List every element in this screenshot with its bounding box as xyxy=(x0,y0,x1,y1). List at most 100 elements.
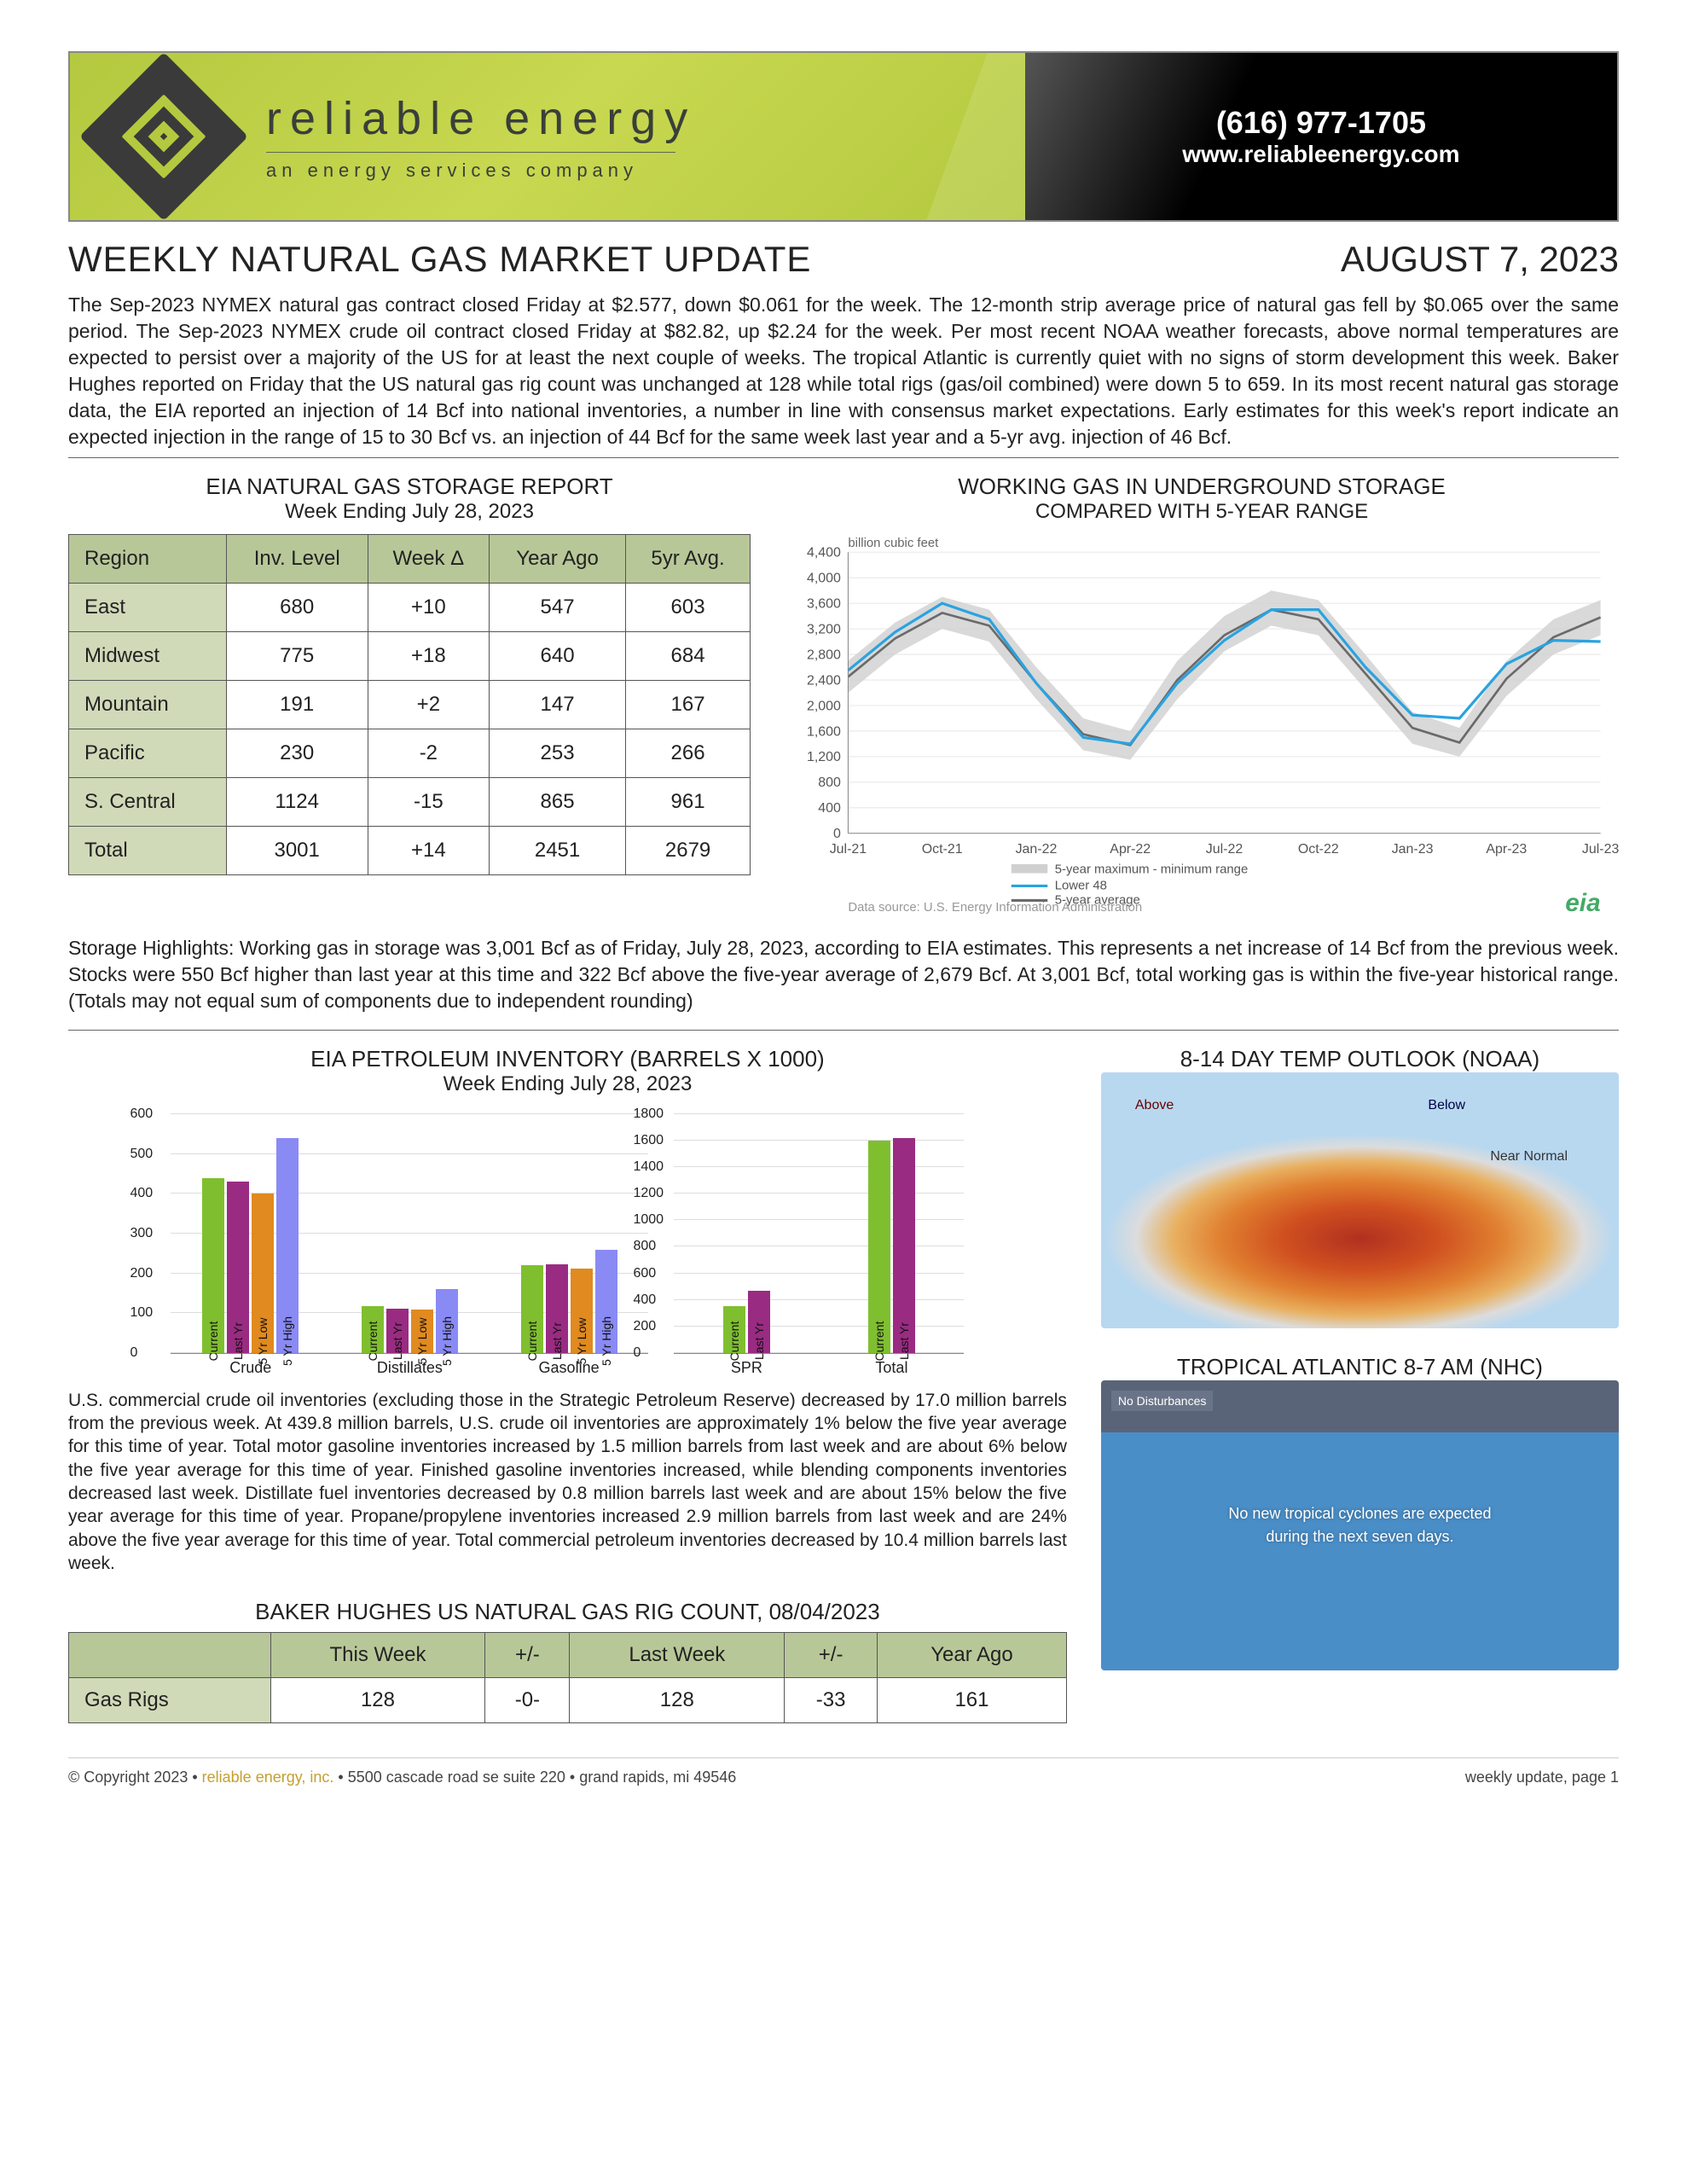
company-name: reliable energy xyxy=(266,92,696,145)
bar: Current xyxy=(362,1306,384,1353)
no-disturbances-badge: No Disturbances xyxy=(1111,1391,1214,1411)
petroleum-title: EIA PETROLEUM INVENTORY (BARRELS X 1000) xyxy=(68,1046,1067,1072)
table-row: East680+10547603 xyxy=(69,584,751,632)
svg-text:Apr-22: Apr-22 xyxy=(1110,842,1151,857)
svg-text:400: 400 xyxy=(818,801,841,816)
table-row: Total3001+1424512679 xyxy=(69,827,751,875)
storage-table-subtitle: Week Ending July 28, 2023 xyxy=(68,500,751,524)
svg-text:1,600: 1,600 xyxy=(807,725,841,740)
storage-line-chart: billion cubic feet 0 400 800 1,200 1,600 2,000… xyxy=(785,534,1619,915)
svg-text:Jan-23: Jan-23 xyxy=(1392,842,1434,857)
bar: Current xyxy=(202,1178,224,1353)
svg-text:0: 0 xyxy=(833,827,841,841)
table-row: Pacific230-2253266 xyxy=(69,729,751,778)
copyright-prefix: © Copyright 2023 • xyxy=(68,1769,202,1786)
svg-text:billion cubic feet: billion cubic feet xyxy=(849,537,940,550)
svg-text:eia: eia xyxy=(1565,889,1600,915)
petroleum-subtitle: Week Ending July 28, 2023 xyxy=(68,1072,1067,1096)
page-footer: © Copyright 2023 • reliable energy, inc.… xyxy=(68,1757,1619,1786)
svg-text:4,400: 4,400 xyxy=(807,546,841,561)
footer-address: • 5500 cascade road se suite 220 • grand… xyxy=(333,1769,736,1786)
tropical-title: TROPICAL ATLANTIC 8-7 AM (NHC) xyxy=(1101,1354,1619,1380)
bar: 5 Yr Low xyxy=(252,1194,274,1353)
svg-text:5-year maximum - minimum range: 5-year maximum - minimum range xyxy=(1055,863,1248,877)
storage-col-header: Week Δ xyxy=(368,535,489,584)
svg-text:Apr-23: Apr-23 xyxy=(1487,842,1528,857)
rig-table: This Week+/-Last Week+/-Year Ago Gas Rig… xyxy=(68,1632,1067,1723)
tropical-msg-1: No new tropical cyclones are expected xyxy=(1228,1505,1491,1523)
bar-group-label: Crude xyxy=(171,1359,330,1377)
table-row: Mountain191+2147167 xyxy=(69,681,751,729)
bar-group-label: SPR xyxy=(674,1359,819,1377)
bar-group-label: Distillates xyxy=(330,1359,490,1377)
label-above: Above xyxy=(1135,1098,1174,1113)
banner-left: reliable energy an energy services compa… xyxy=(70,53,1025,220)
storage-col-header: 5yr Avg. xyxy=(626,535,751,584)
svg-text:Jul-23: Jul-23 xyxy=(1582,842,1619,857)
rig-col-header: +/- xyxy=(785,1633,878,1678)
footer-left: © Copyright 2023 • reliable energy, inc.… xyxy=(68,1769,736,1786)
table-row: Midwest775+18640684 xyxy=(69,632,751,681)
bar-group-label: Total xyxy=(819,1359,964,1377)
svg-text:2,000: 2,000 xyxy=(807,700,841,714)
company-tagline: an energy services company xyxy=(266,160,696,182)
storage-col-header: Region xyxy=(69,535,227,584)
table-row: S. Central1124-15865961 xyxy=(69,778,751,827)
storage-col-header: Year Ago xyxy=(490,535,626,584)
svg-text:Jul-22: Jul-22 xyxy=(1206,842,1244,857)
label-below: Below xyxy=(1428,1098,1465,1113)
temp-outlook-map: Above Below Near Normal xyxy=(1101,1072,1619,1328)
footer-right: weekly update, page 1 xyxy=(1465,1769,1619,1786)
svg-text:Oct-21: Oct-21 xyxy=(922,842,963,857)
bar: Last Yr xyxy=(748,1291,770,1353)
bar-group-label: Gasoline xyxy=(490,1359,649,1377)
bar: 5 Yr High xyxy=(276,1138,299,1353)
bar: Last Yr xyxy=(893,1138,915,1353)
bar: Current xyxy=(723,1306,745,1352)
bar: 5 Yr High xyxy=(595,1250,617,1353)
website-url: www.reliableenergy.com xyxy=(1182,141,1459,168)
petroleum-paragraph: U.S. commercial crude oil inventories (e… xyxy=(68,1389,1067,1575)
report-date: AUGUST 7, 2023 xyxy=(1341,239,1619,280)
svg-text:Data source: U.S. Energy Infor: Data source: U.S. Energy Information Adm… xyxy=(849,901,1143,915)
rig-col-header xyxy=(69,1633,271,1678)
footer-brand: reliable energy, inc. xyxy=(202,1769,334,1786)
header-banner: reliable energy an energy services compa… xyxy=(68,51,1619,222)
svg-text:Jan-22: Jan-22 xyxy=(1016,842,1058,857)
petroleum-bar-charts: 0100200300400500600CurrentLast Yr5 Yr Lo… xyxy=(68,1107,1067,1380)
storage-chart-subtitle: COMPARED WITH 5-YEAR RANGE xyxy=(785,500,1619,524)
rig-col-header: This Week xyxy=(270,1633,485,1678)
storage-chart-title: WORKING GAS IN UNDERGROUND STORAGE xyxy=(785,473,1619,500)
company-logo-icon xyxy=(79,53,248,220)
storage-col-header: Inv. Level xyxy=(226,535,368,584)
bar: Current xyxy=(521,1265,543,1353)
svg-text:Lower 48: Lower 48 xyxy=(1055,880,1107,893)
bar: 5 Yr Low xyxy=(411,1310,433,1352)
bar: Last Yr xyxy=(386,1309,409,1353)
report-title: WEEKLY NATURAL GAS MARKET UPDATE xyxy=(68,239,811,280)
phone-number: (616) 977-1705 xyxy=(1216,105,1426,141)
svg-text:4,000: 4,000 xyxy=(807,572,841,586)
storage-row: EIA NATURAL GAS STORAGE REPORT Week Endi… xyxy=(68,473,1619,919)
bar: 5 Yr Low xyxy=(571,1269,593,1353)
bar: Last Yr xyxy=(546,1264,568,1353)
bar: 5 Yr High xyxy=(436,1289,458,1353)
rig-col-header: Year Ago xyxy=(878,1633,1067,1678)
tropical-msg-2: during the next seven days. xyxy=(1266,1528,1453,1546)
rig-col-header: +/- xyxy=(485,1633,570,1678)
rig-title: BAKER HUGHES US NATURAL GAS RIG COUNT, 0… xyxy=(68,1599,1067,1625)
bar: Current xyxy=(868,1141,890,1353)
storage-highlights: Storage Highlights: Working gas in stora… xyxy=(68,935,1619,1014)
temp-outlook-title: 8-14 DAY TEMP OUTLOOK (NOAA) xyxy=(1101,1046,1619,1072)
label-near: Near Normal xyxy=(1490,1149,1568,1165)
storage-table: RegionInv. LevelWeek ΔYear Ago5yr Avg. E… xyxy=(68,534,751,875)
rig-col-header: Last Week xyxy=(570,1633,785,1678)
svg-text:800: 800 xyxy=(818,775,841,790)
summary-paragraph: The Sep-2023 NYMEX natural gas contract … xyxy=(68,292,1619,450)
bar: Last Yr xyxy=(227,1182,249,1353)
svg-text:1,200: 1,200 xyxy=(807,750,841,764)
svg-text:2,800: 2,800 xyxy=(807,648,841,663)
title-row: WEEKLY NATURAL GAS MARKET UPDATE AUGUST … xyxy=(68,239,1619,280)
svg-text:Oct-22: Oct-22 xyxy=(1298,842,1339,857)
svg-text:3,600: 3,600 xyxy=(807,597,841,612)
